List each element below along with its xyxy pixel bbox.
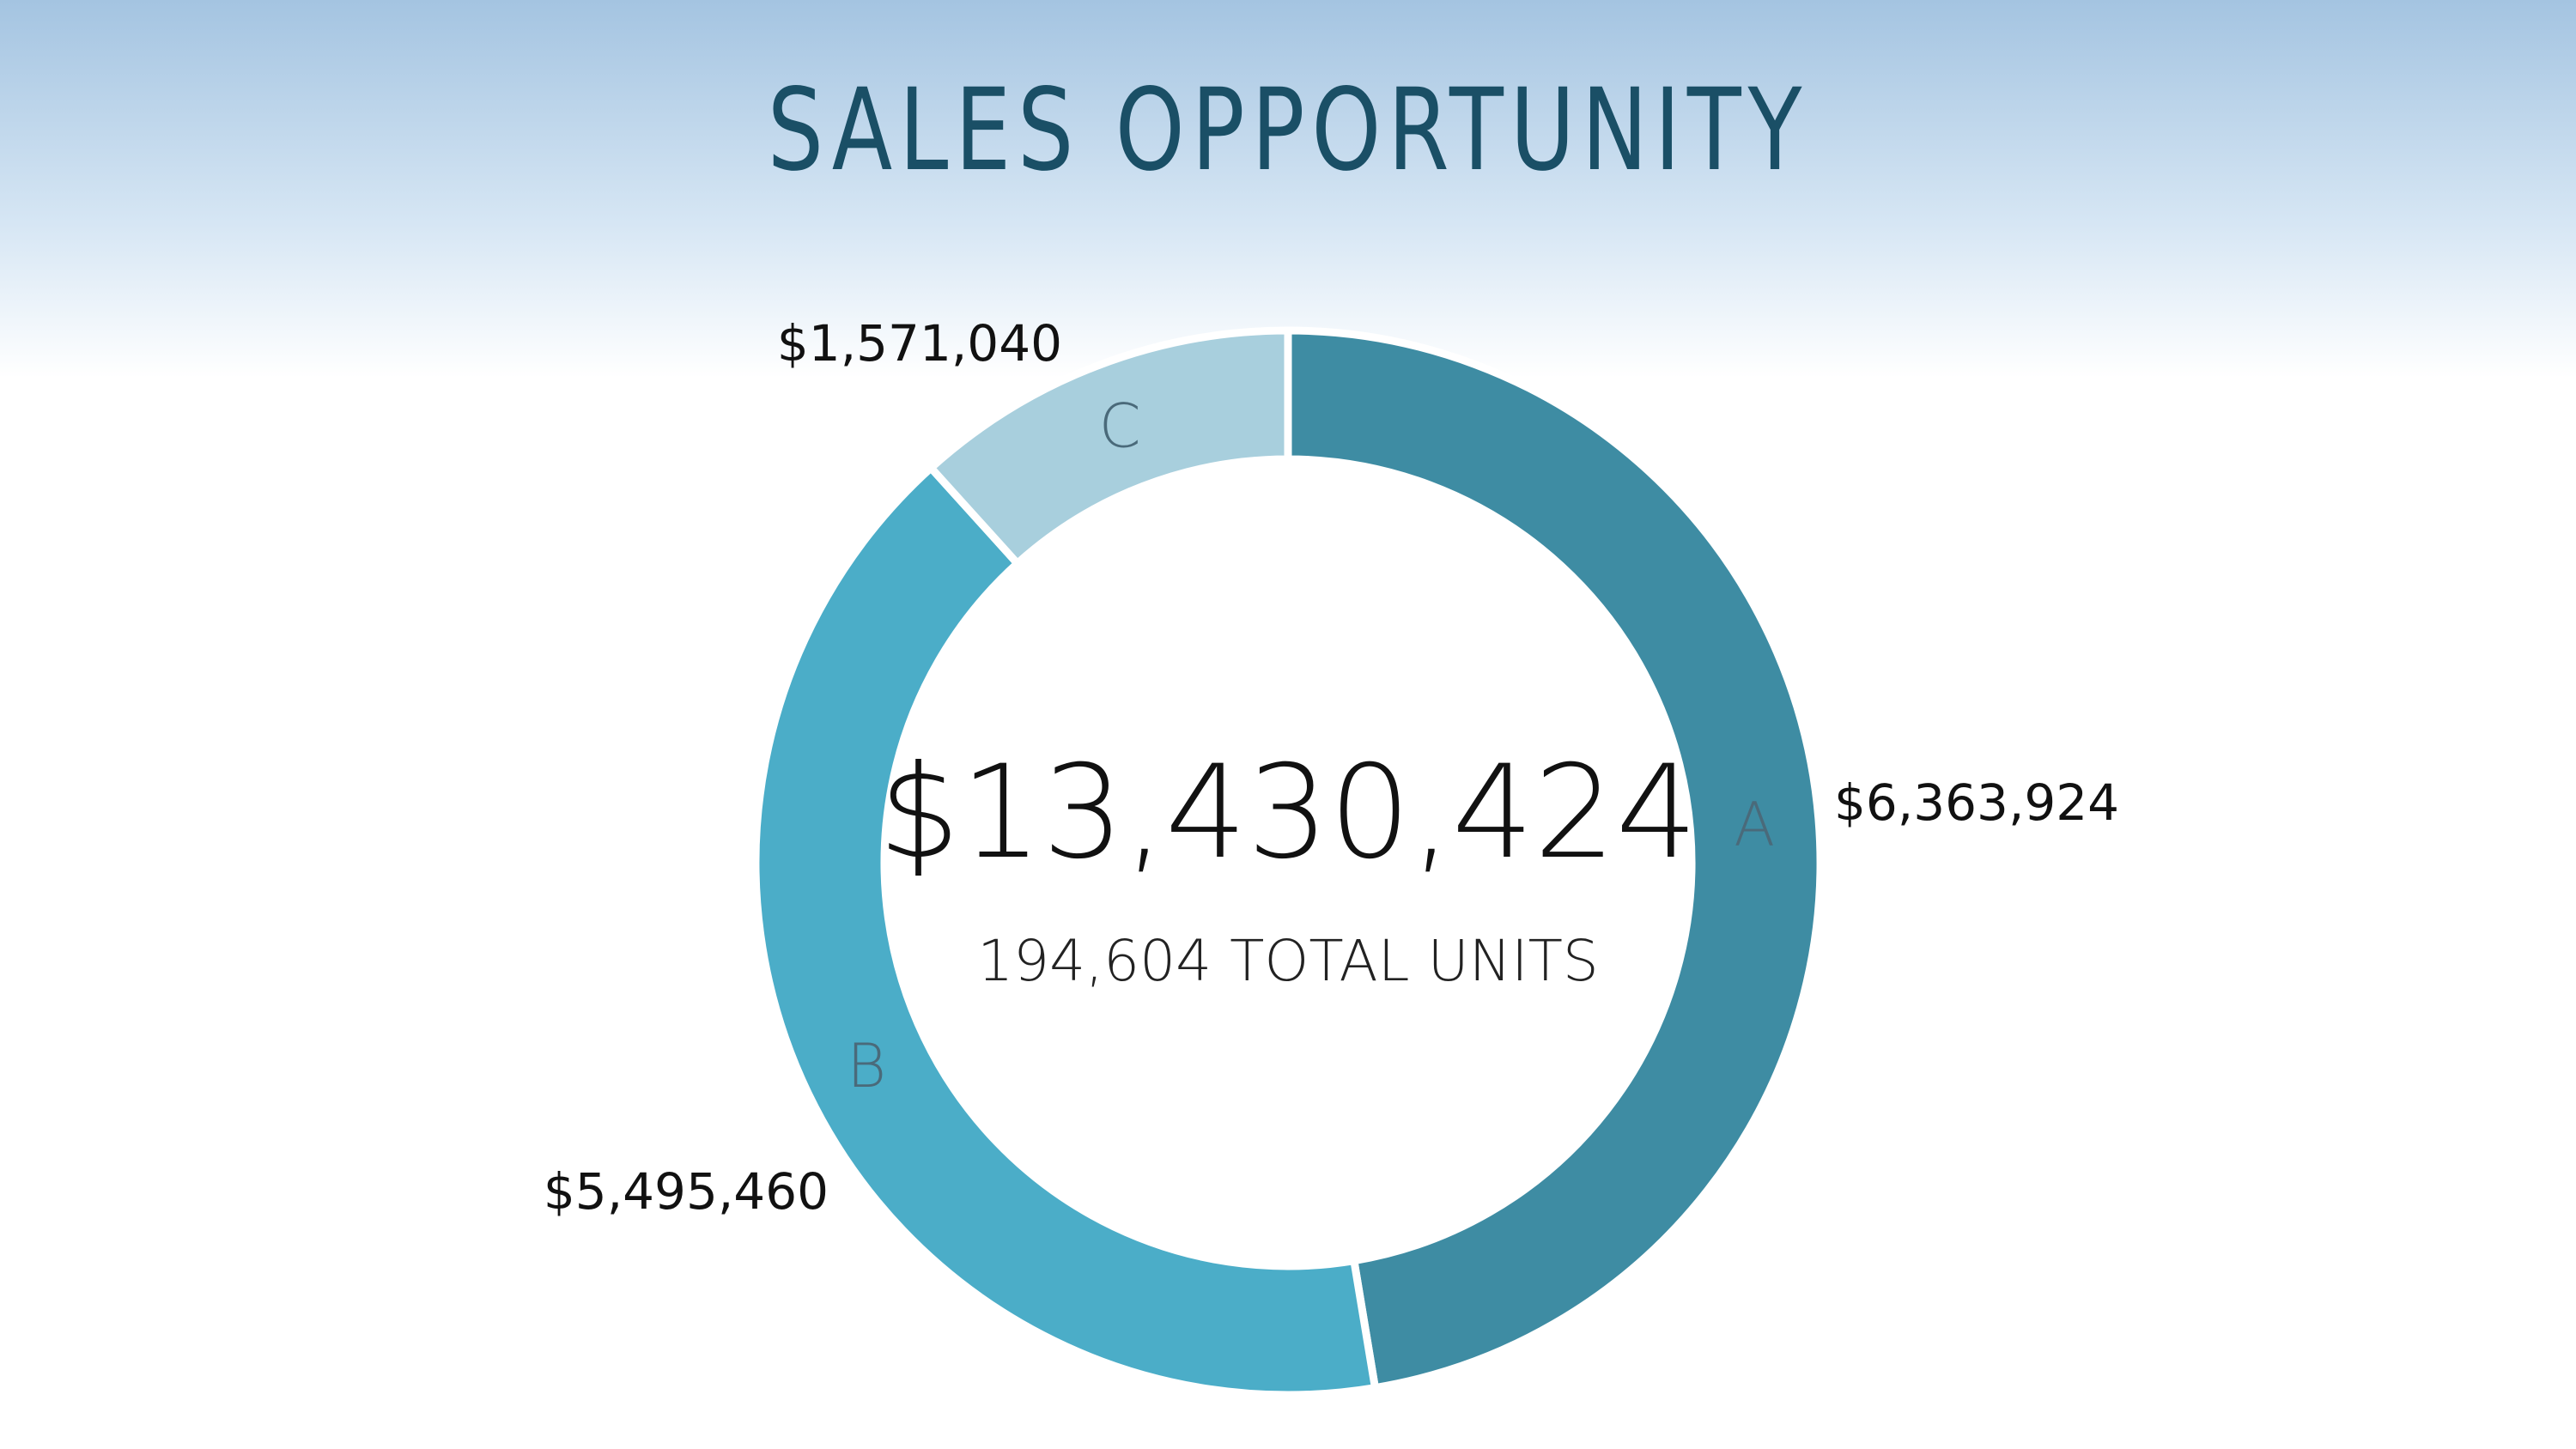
donut-slice-b [751, 462, 1380, 1399]
segment-label-a: A [1734, 789, 1775, 859]
value-labels: $6,363,924 $5,495,460 $1,571,040 [544, 314, 2119, 1221]
center-total-value: $13,430,424 [878, 738, 1698, 888]
center-total-units: 194,604 TOTAL UNITS [977, 928, 1599, 994]
segment-label-b: B [847, 1031, 886, 1101]
donut-slices [751, 326, 1825, 1399]
donut-slice-c [925, 326, 1292, 569]
value-label-b: $5,495,460 [544, 1162, 829, 1221]
value-label-a: $6,363,924 [1834, 773, 2119, 832]
donut-slice-a [1284, 326, 1825, 1392]
segment-label-c: C [1099, 391, 1141, 461]
value-label-c: $1,571,040 [777, 314, 1062, 373]
page-title: SALES OPPORTUNITY [767, 64, 1809, 197]
segment-labels: A B C [847, 391, 1775, 1101]
